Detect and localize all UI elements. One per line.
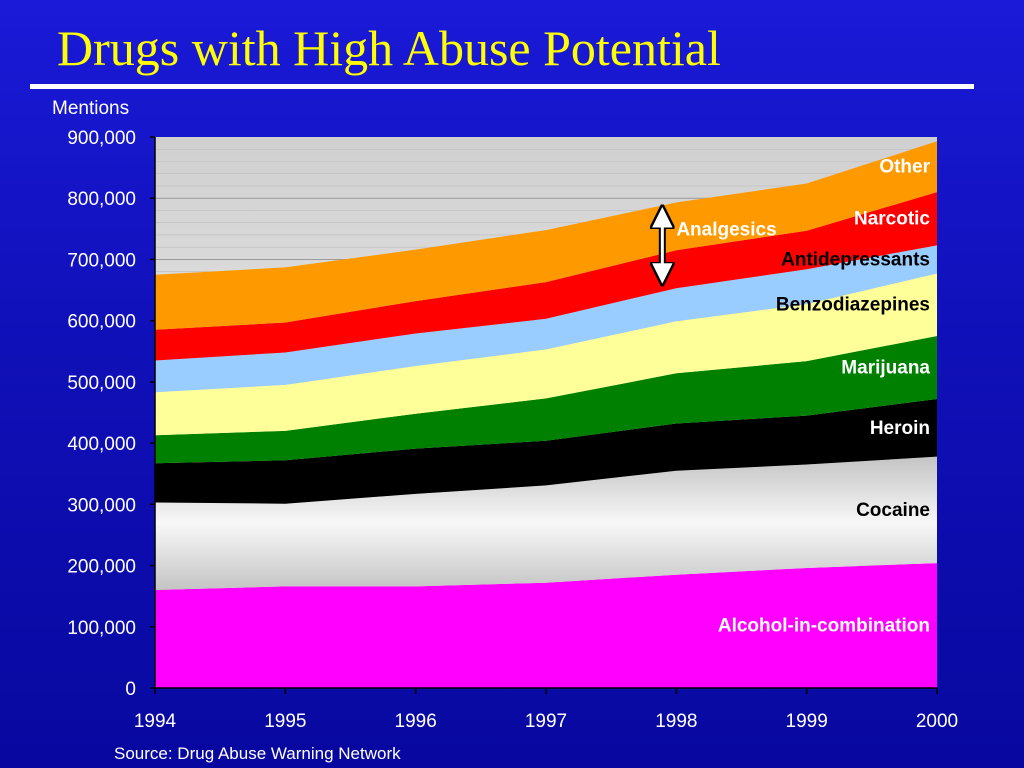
area-benzodiazepines <box>155 273 937 436</box>
series-label-benzodiazepines: Benzodiazepines <box>776 295 930 316</box>
y-tick-label: 500,000 <box>67 373 136 394</box>
series-label-heroin: Heroin <box>870 418 930 439</box>
area-other <box>155 141 937 330</box>
y-tick-label: 0 <box>125 679 136 700</box>
x-tick-label: 1996 <box>395 711 437 732</box>
x-tick-label: 1998 <box>655 711 697 732</box>
series-label-cocaine: Cocaine <box>856 500 930 521</box>
area-heroin <box>155 399 937 504</box>
y-tick-label: 600,000 <box>67 312 136 333</box>
x-tick-label: 1999 <box>786 711 828 732</box>
slide-title: Drugs with High Abuse Potential <box>57 20 721 76</box>
area-narcotic <box>155 192 937 361</box>
area-antidepressants <box>155 245 937 393</box>
area-alcohol-in-combination <box>155 563 937 688</box>
title-underline <box>30 84 974 89</box>
area-cocaine <box>155 456 937 590</box>
series-label-narcotic: Narcotic <box>854 209 930 230</box>
y-tick-label: 300,000 <box>67 495 136 516</box>
series-label-antidepressants: Antidepressants <box>781 249 930 270</box>
x-tick-label: 1995 <box>264 711 306 732</box>
source-note: Source: Drug Abuse Warning Network <box>114 744 401 763</box>
y-tick-label: 100,000 <box>67 618 136 639</box>
series-label-marijuana: Marijuana <box>841 358 930 379</box>
y-tick-label: 200,000 <box>67 557 136 578</box>
y-tick-label: 700,000 <box>67 250 136 271</box>
annotation-analgesics: Analgesics <box>676 219 776 240</box>
analgesics-bracket: Analgesics <box>662 217 777 275</box>
x-tick-label: 1994 <box>134 711 177 732</box>
area-marijuana <box>155 336 937 464</box>
y-tick-label: 800,000 <box>67 189 136 210</box>
y-axis-title: Mentions <box>52 98 129 119</box>
x-tick-label: 1997 <box>525 711 567 732</box>
series-label-alcohol-in-combination: Alcohol-in-combination <box>718 616 930 637</box>
y-tick-label: 900,000 <box>67 128 136 149</box>
y-tick-label: 400,000 <box>67 434 136 455</box>
series-label-other: Other <box>879 157 930 178</box>
x-tick-label: 2000 <box>916 711 958 732</box>
